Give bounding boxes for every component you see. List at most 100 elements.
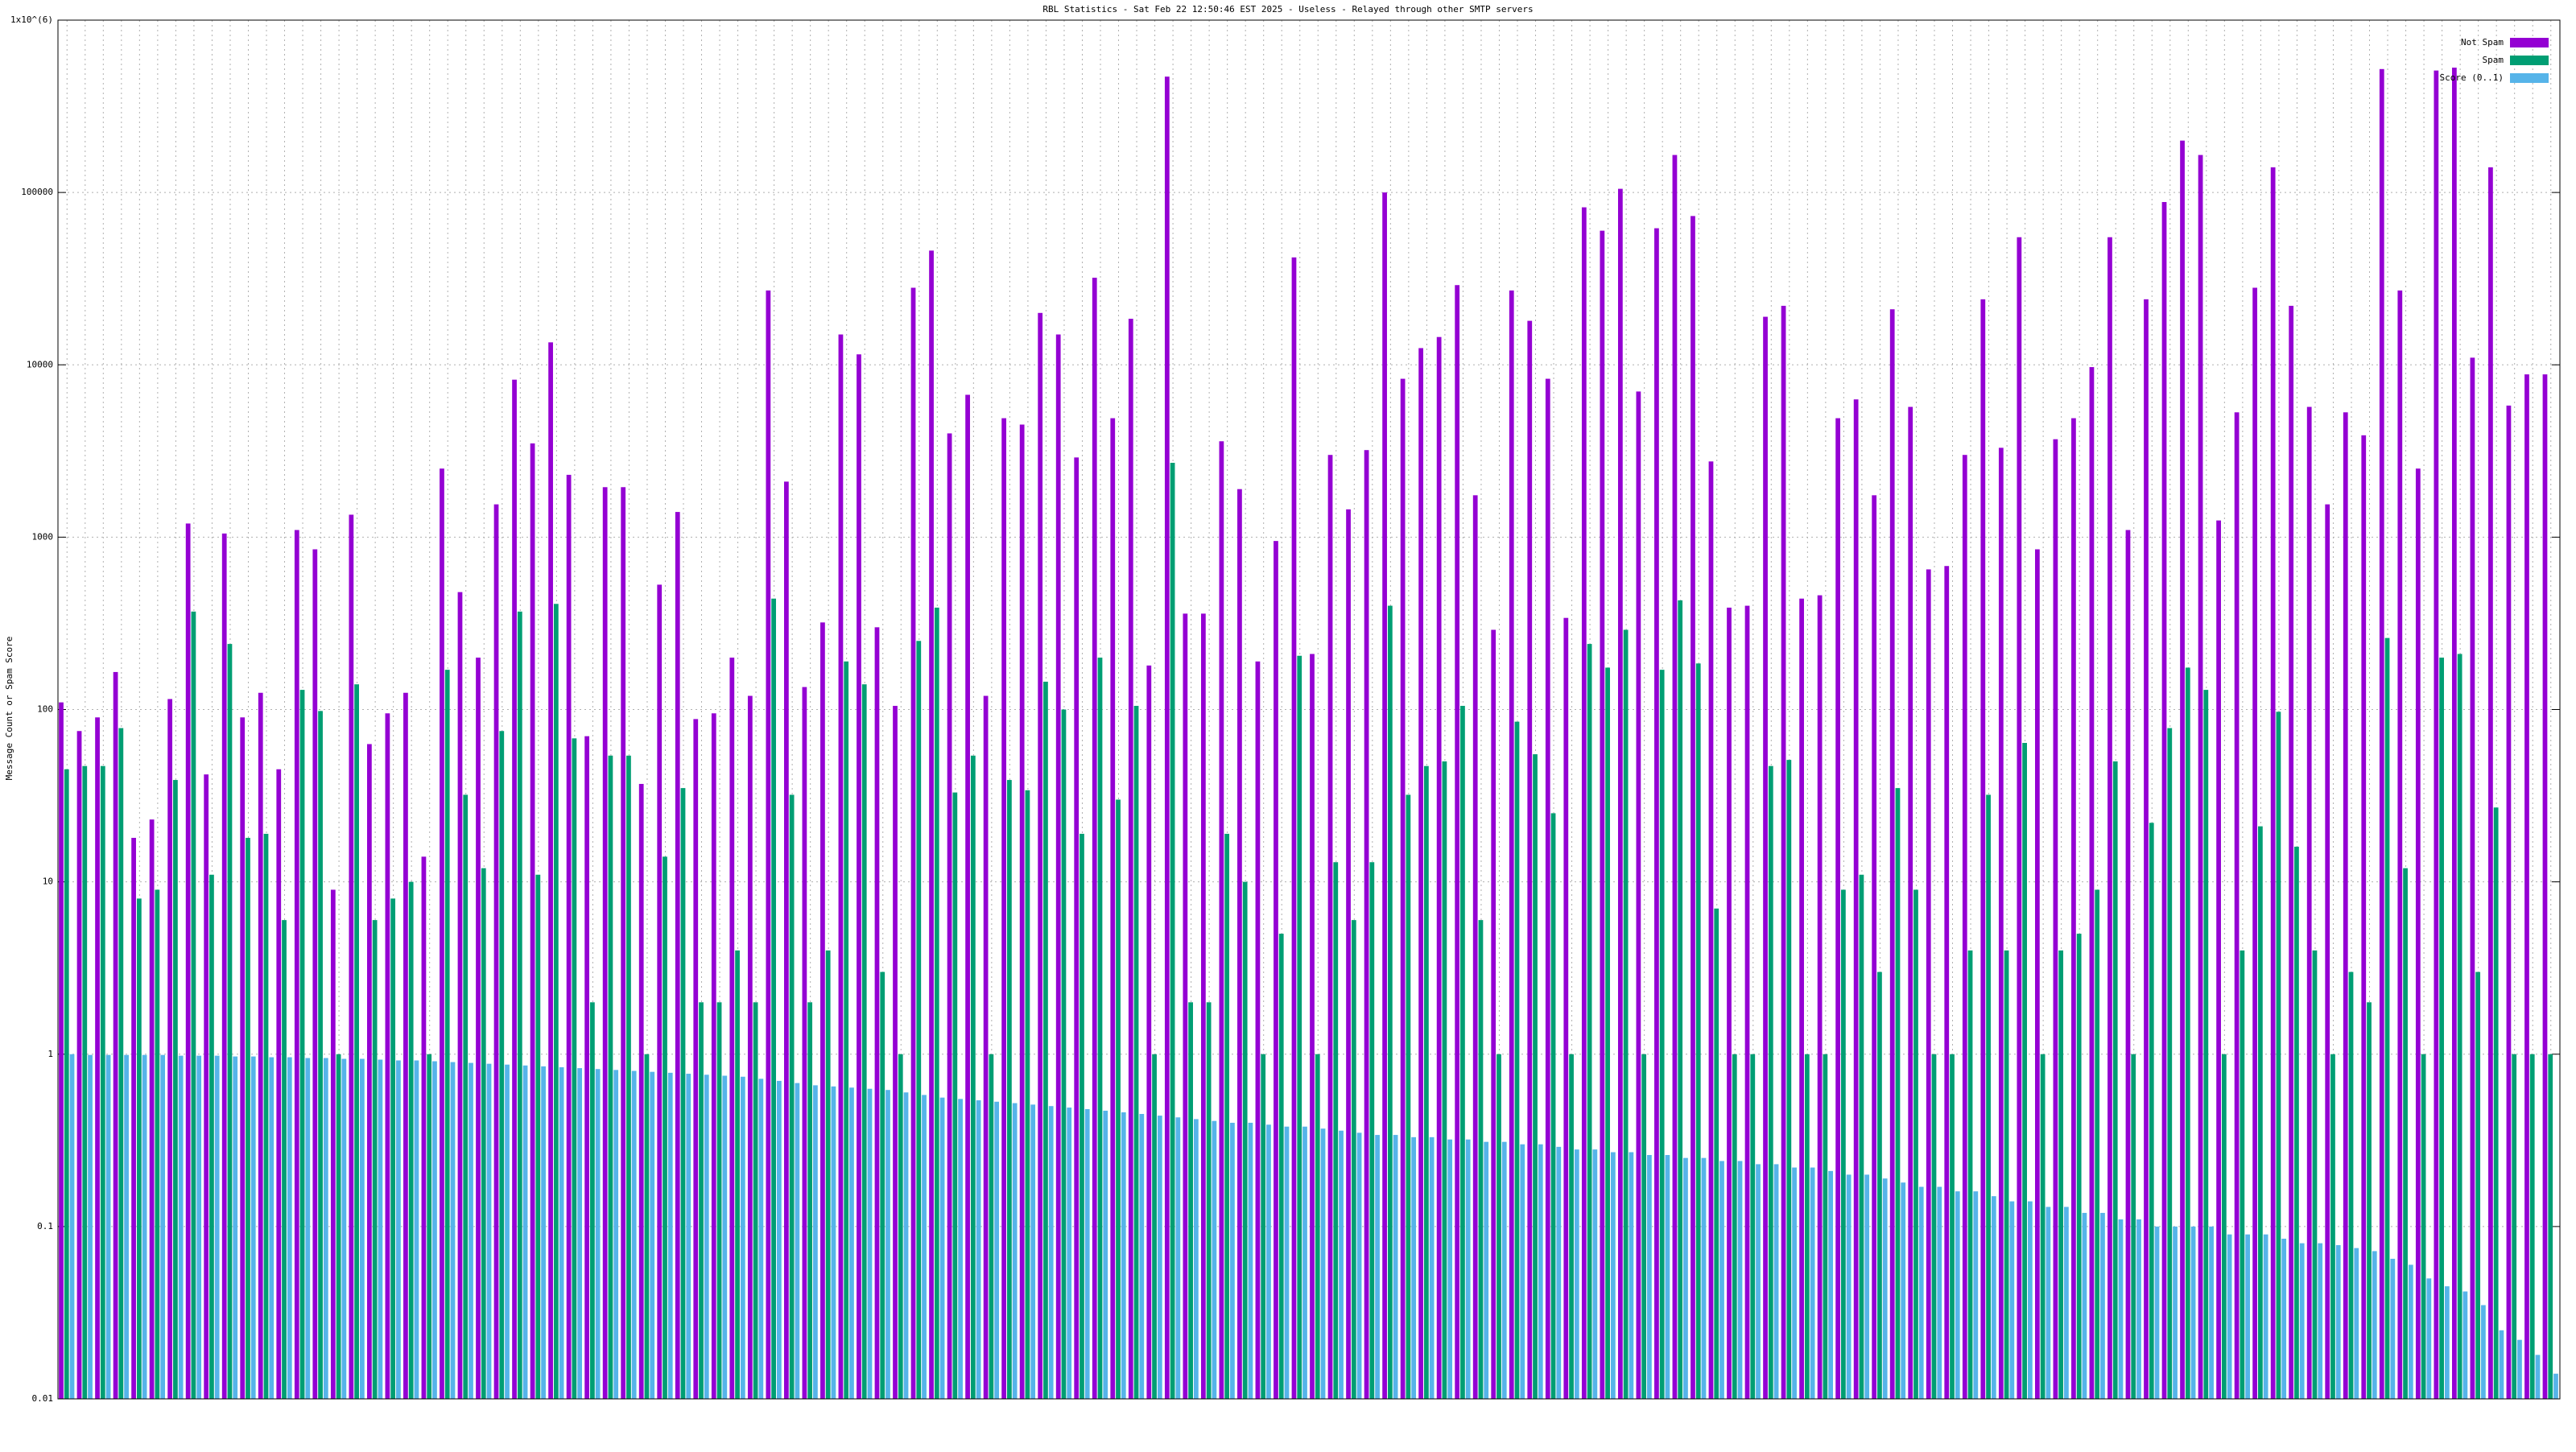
bar [517, 611, 522, 1399]
bar [1297, 655, 1302, 1399]
bar [1756, 1164, 1761, 1399]
bar [2434, 70, 2439, 1399]
bar [396, 1060, 401, 1399]
bar [1563, 617, 1569, 1399]
bar [1484, 1141, 1489, 1399]
bar [305, 1058, 311, 1399]
bar [2343, 412, 2348, 1399]
bar [476, 658, 481, 1399]
bar [2276, 712, 2281, 1399]
bar [1810, 1167, 1815, 1399]
bar [2390, 1258, 2396, 1399]
bar [929, 250, 934, 1400]
bar [493, 504, 499, 1399]
bar [1411, 1136, 1417, 1399]
bar [1320, 1128, 1326, 1399]
bar [831, 1086, 836, 1399]
y-tick-label: 1 [47, 1049, 53, 1059]
bar [1393, 1135, 1398, 1399]
bar [2263, 1234, 2268, 1399]
bar [1592, 1149, 1598, 1399]
bar [1889, 309, 1895, 1400]
bar [2022, 743, 2027, 1399]
bar [1744, 605, 1750, 1399]
bar [378, 1059, 383, 1399]
bar [2512, 1054, 2517, 1399]
bar [2118, 1219, 2124, 1399]
bar [1768, 765, 1773, 1399]
bar [2089, 367, 2095, 1399]
bar [1520, 1144, 1525, 1399]
y-tick-label: 1x10^(6) [10, 14, 53, 25]
bar [258, 692, 263, 1399]
bar [722, 1075, 728, 1399]
bar [1310, 654, 1315, 1399]
bar [499, 731, 505, 1399]
bar [191, 611, 196, 1399]
bar [838, 334, 844, 1400]
bar [1007, 780, 1012, 1399]
bar [989, 1054, 994, 1399]
bar [1581, 207, 1587, 1400]
bar [2107, 237, 2112, 1399]
bar [1991, 1196, 1996, 1399]
bar [1882, 1178, 1888, 1399]
bar [1955, 1191, 1960, 1399]
bar [644, 1054, 650, 1399]
bar [747, 695, 753, 1399]
bar [1346, 509, 1351, 1400]
bar [711, 713, 716, 1399]
bar [1302, 1126, 1307, 1399]
bar [2027, 1201, 2033, 1399]
bar [1944, 566, 1950, 1399]
bar [795, 1083, 800, 1399]
bar [2542, 374, 2548, 1399]
bar [2367, 1002, 2372, 1399]
bar [2493, 807, 2499, 1399]
bar [939, 1097, 945, 1399]
bar [432, 1061, 437, 1399]
bar [1605, 667, 1610, 1399]
bar [813, 1085, 818, 1399]
bar [2017, 237, 2022, 1399]
bar [825, 950, 831, 1399]
bar [2397, 290, 2403, 1399]
bar [2009, 1201, 2015, 1399]
bar [965, 394, 970, 1400]
bar [76, 731, 82, 1399]
bar [1248, 1122, 1253, 1399]
bar [372, 920, 378, 1399]
bar [312, 549, 318, 1399]
bar [1038, 312, 1043, 1399]
bar [1400, 378, 1406, 1399]
bar [1327, 455, 1333, 1399]
bar [704, 1075, 709, 1399]
bar [1823, 1054, 1828, 1399]
bar [1012, 1103, 1018, 1399]
bar [1472, 495, 1478, 1399]
bar [1998, 448, 2004, 1400]
bar [1460, 705, 1465, 1399]
bar [2499, 1330, 2504, 1399]
bar [2524, 374, 2529, 1399]
bar [185, 523, 191, 1399]
bar [1110, 418, 1116, 1399]
bar [2234, 412, 2240, 1399]
bar [844, 661, 849, 1399]
bar [1030, 1104, 1036, 1399]
bar [2335, 1244, 2341, 1399]
bar [1170, 463, 1175, 1399]
bar [541, 1066, 546, 1399]
bar [1188, 1002, 1193, 1399]
y-axis-label: Message Count or Spam Score [4, 637, 14, 781]
bar [1418, 348, 1424, 1399]
bar [463, 794, 469, 1399]
bar [2154, 1226, 2160, 1399]
bar [572, 738, 577, 1399]
bar [1773, 1164, 1779, 1399]
bar [105, 1054, 111, 1399]
y-tick-label: 100 [37, 704, 53, 715]
bar [1908, 406, 1913, 1399]
bar [1351, 920, 1356, 1399]
bar [69, 1054, 75, 1399]
